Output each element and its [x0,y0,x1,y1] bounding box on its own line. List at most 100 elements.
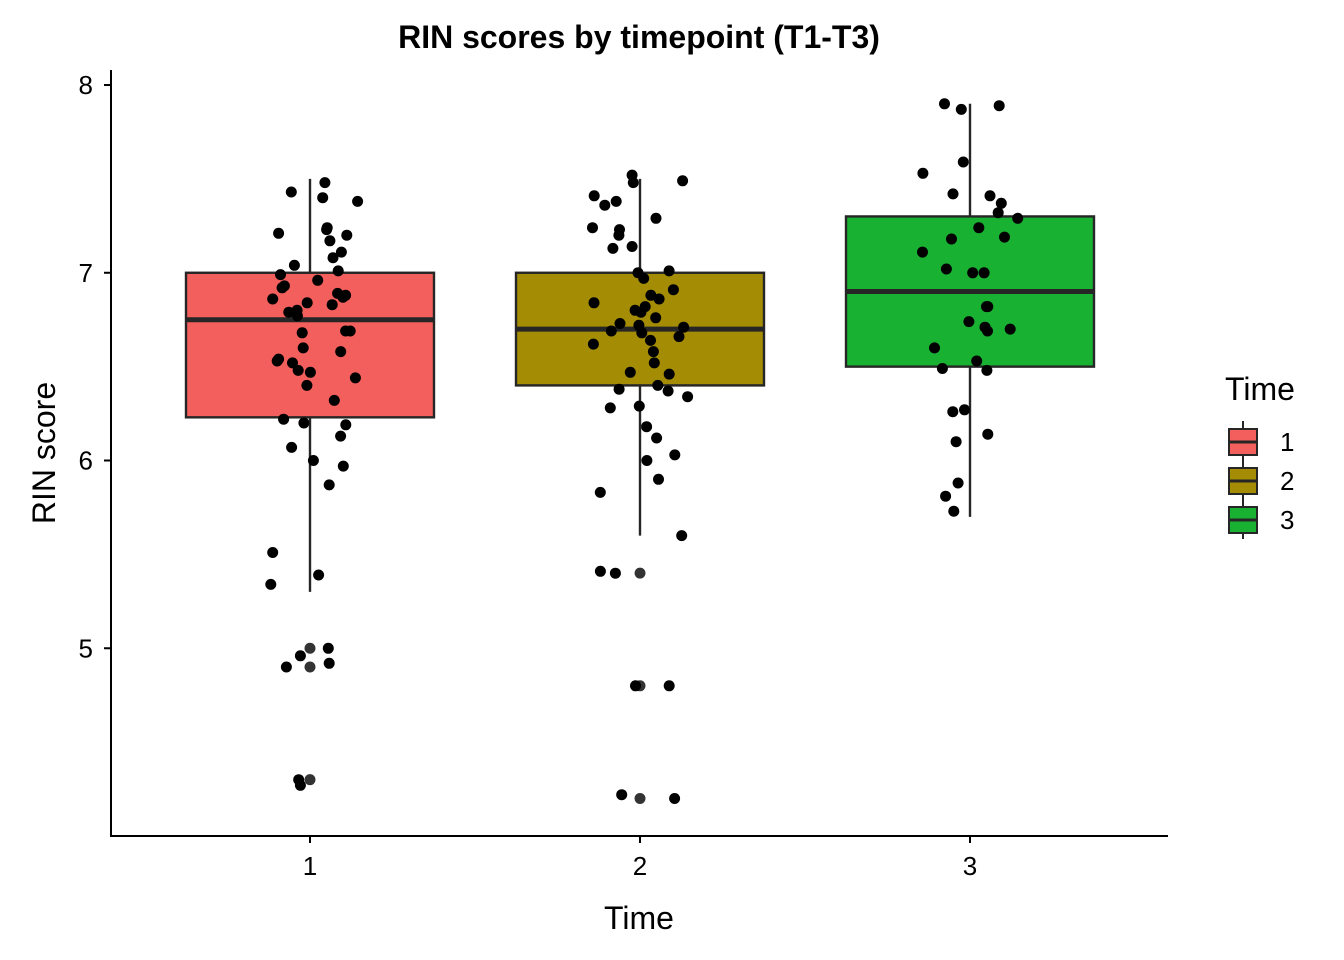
jitter-point [635,306,647,318]
jitter-point [973,222,985,234]
jitter-point [297,342,309,354]
jitter-point [636,327,648,339]
x-tick-label: 2 [633,851,647,881]
jitter-point [265,578,277,590]
jitter-point [304,366,316,378]
jitter-point [1012,212,1024,224]
jitter-point [946,233,957,245]
jitter-point [952,477,964,489]
jitter-point [673,331,685,343]
jitter-point [624,366,636,378]
jitter-point [340,325,352,337]
plot-area [184,98,1096,804]
jitter-point [981,364,993,376]
jitter-point [587,338,599,350]
jitter-point [291,310,303,322]
jitter-point [326,299,338,311]
jitter-point [633,400,645,412]
jitter-point [995,197,1007,209]
outlier-point [634,567,646,579]
jitter-point [323,657,335,669]
jitter-point [959,404,970,416]
jitter-point [607,242,619,254]
jitter-point [981,301,992,313]
jitter-point [307,455,319,466]
jitter-point [587,222,598,234]
jitter-point [939,98,950,110]
jitter-point [340,419,352,431]
y-axis-ticks: 5 6 7 8 [79,70,111,663]
legend-label: 1 [1280,427,1294,457]
jitter-point [283,306,295,318]
y-tick-label: 5 [79,633,93,663]
jitter-point [328,394,340,406]
jitter-point [967,267,979,279]
y-axis-title: RIN score [26,382,62,524]
jitter-point [651,432,663,444]
jitter-point [940,490,952,502]
jitter-point [604,402,616,414]
jitter-point [301,297,313,309]
legend-label: 3 [1280,505,1294,535]
jitter-point [609,567,621,579]
jitter-point [992,207,1004,219]
jitter-point [667,284,679,296]
jitter-point [641,455,653,466]
jitter-point [653,293,665,305]
jitter-point [678,321,690,333]
jitter-point [993,100,1005,112]
x-axis-title: Time [604,900,674,936]
outlier-point [634,792,646,804]
x-tick-label: 3 [963,851,977,881]
jitter-point [645,334,656,346]
jitter-point [335,246,347,258]
jitter-point [280,661,292,673]
jitter-point [610,195,622,207]
jitter-point [971,355,983,367]
jitter-point [963,316,975,328]
jitter-point [676,530,688,542]
jitter-point [650,212,662,224]
jitter-point [948,505,960,517]
jitter-point [955,103,967,115]
jitter-point [638,272,650,284]
jitter-point [605,325,617,337]
jitter-point [276,282,288,294]
jitter-point [337,460,349,472]
jitter-point [267,293,279,305]
jitter-point [588,190,600,202]
box-iqr [184,271,436,419]
jitter-point [936,363,948,374]
jitter-point [648,357,660,369]
outlier-point [304,661,316,673]
jitter-point [349,372,361,384]
jitter-point [650,312,662,324]
jitter-point [947,188,959,200]
x-tick-label: 1 [303,851,317,881]
jitter-point [286,441,298,453]
legend: Time 1 2 3 [1225,371,1295,539]
jitter-point [296,327,308,339]
jitter-point [273,227,285,239]
jitter-point [341,229,353,241]
jitter-point [1004,323,1016,335]
jitter-point [669,449,681,461]
jitter-point [682,391,694,403]
jitter-point [267,547,279,558]
jitter-point [324,235,336,247]
jitter-point [940,263,952,275]
jitter-point [663,368,675,380]
jitter-point [626,241,638,252]
jitter-point [317,192,329,204]
jitter-point [978,267,990,279]
legend-label: 2 [1280,466,1294,496]
jitter-point [929,342,940,354]
jitter-point [327,252,339,264]
jitter-point [287,357,298,369]
jitter-point [614,318,626,329]
jitter-point [594,486,606,498]
x-axis-ticks: 1 2 3 [303,836,977,881]
jitter-point [313,569,325,581]
jitter-point [337,291,349,303]
